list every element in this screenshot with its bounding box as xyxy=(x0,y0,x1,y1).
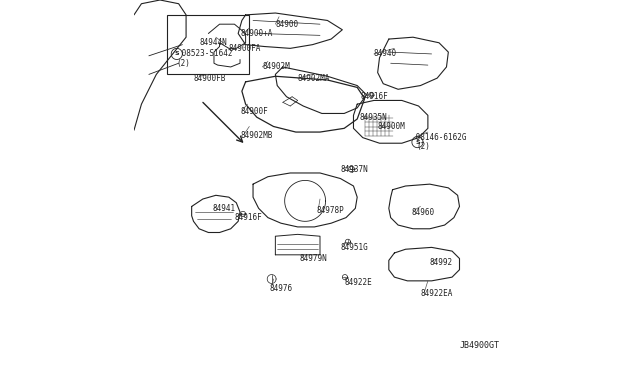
Text: 84944N: 84944N xyxy=(199,38,227,47)
Text: JB4900GT: JB4900GT xyxy=(460,341,499,350)
Text: 84937N: 84937N xyxy=(340,165,368,174)
Text: 84916F: 84916F xyxy=(234,213,262,222)
Text: 84900F: 84900F xyxy=(240,107,268,116)
Text: 84940: 84940 xyxy=(374,49,397,58)
Text: 08523-S1642: 08523-S1642 xyxy=(177,49,232,58)
Text: 84922E: 84922E xyxy=(344,278,372,287)
Text: 84979N: 84979N xyxy=(300,254,327,263)
Text: 84951G: 84951G xyxy=(340,243,368,252)
Text: 84916F: 84916F xyxy=(361,92,388,101)
Text: 84960: 84960 xyxy=(411,208,435,217)
Text: (2): (2) xyxy=(417,142,431,151)
Text: 84976: 84976 xyxy=(270,284,293,293)
Text: (2): (2) xyxy=(177,60,191,68)
Text: 84978P: 84978P xyxy=(316,206,344,215)
Text: 84900+A: 84900+A xyxy=(240,29,273,38)
Text: 84922EA: 84922EA xyxy=(420,289,453,298)
Text: 84935N: 84935N xyxy=(359,113,387,122)
Text: S: S xyxy=(175,51,179,57)
Text: 84900M: 84900M xyxy=(378,122,405,131)
Text: S: S xyxy=(415,140,420,145)
Text: 84992: 84992 xyxy=(429,258,453,267)
Text: 84900FA: 84900FA xyxy=(229,44,261,53)
Text: 84941: 84941 xyxy=(212,204,236,213)
Text: 84902M: 84902M xyxy=(262,62,290,71)
Text: 84900: 84900 xyxy=(275,20,298,29)
Text: 84900FB: 84900FB xyxy=(193,74,226,83)
Text: 84902MA: 84902MA xyxy=(298,74,330,83)
Text: 84902MB: 84902MB xyxy=(240,131,273,140)
Text: 08146-6162G: 08146-6162G xyxy=(411,133,467,142)
